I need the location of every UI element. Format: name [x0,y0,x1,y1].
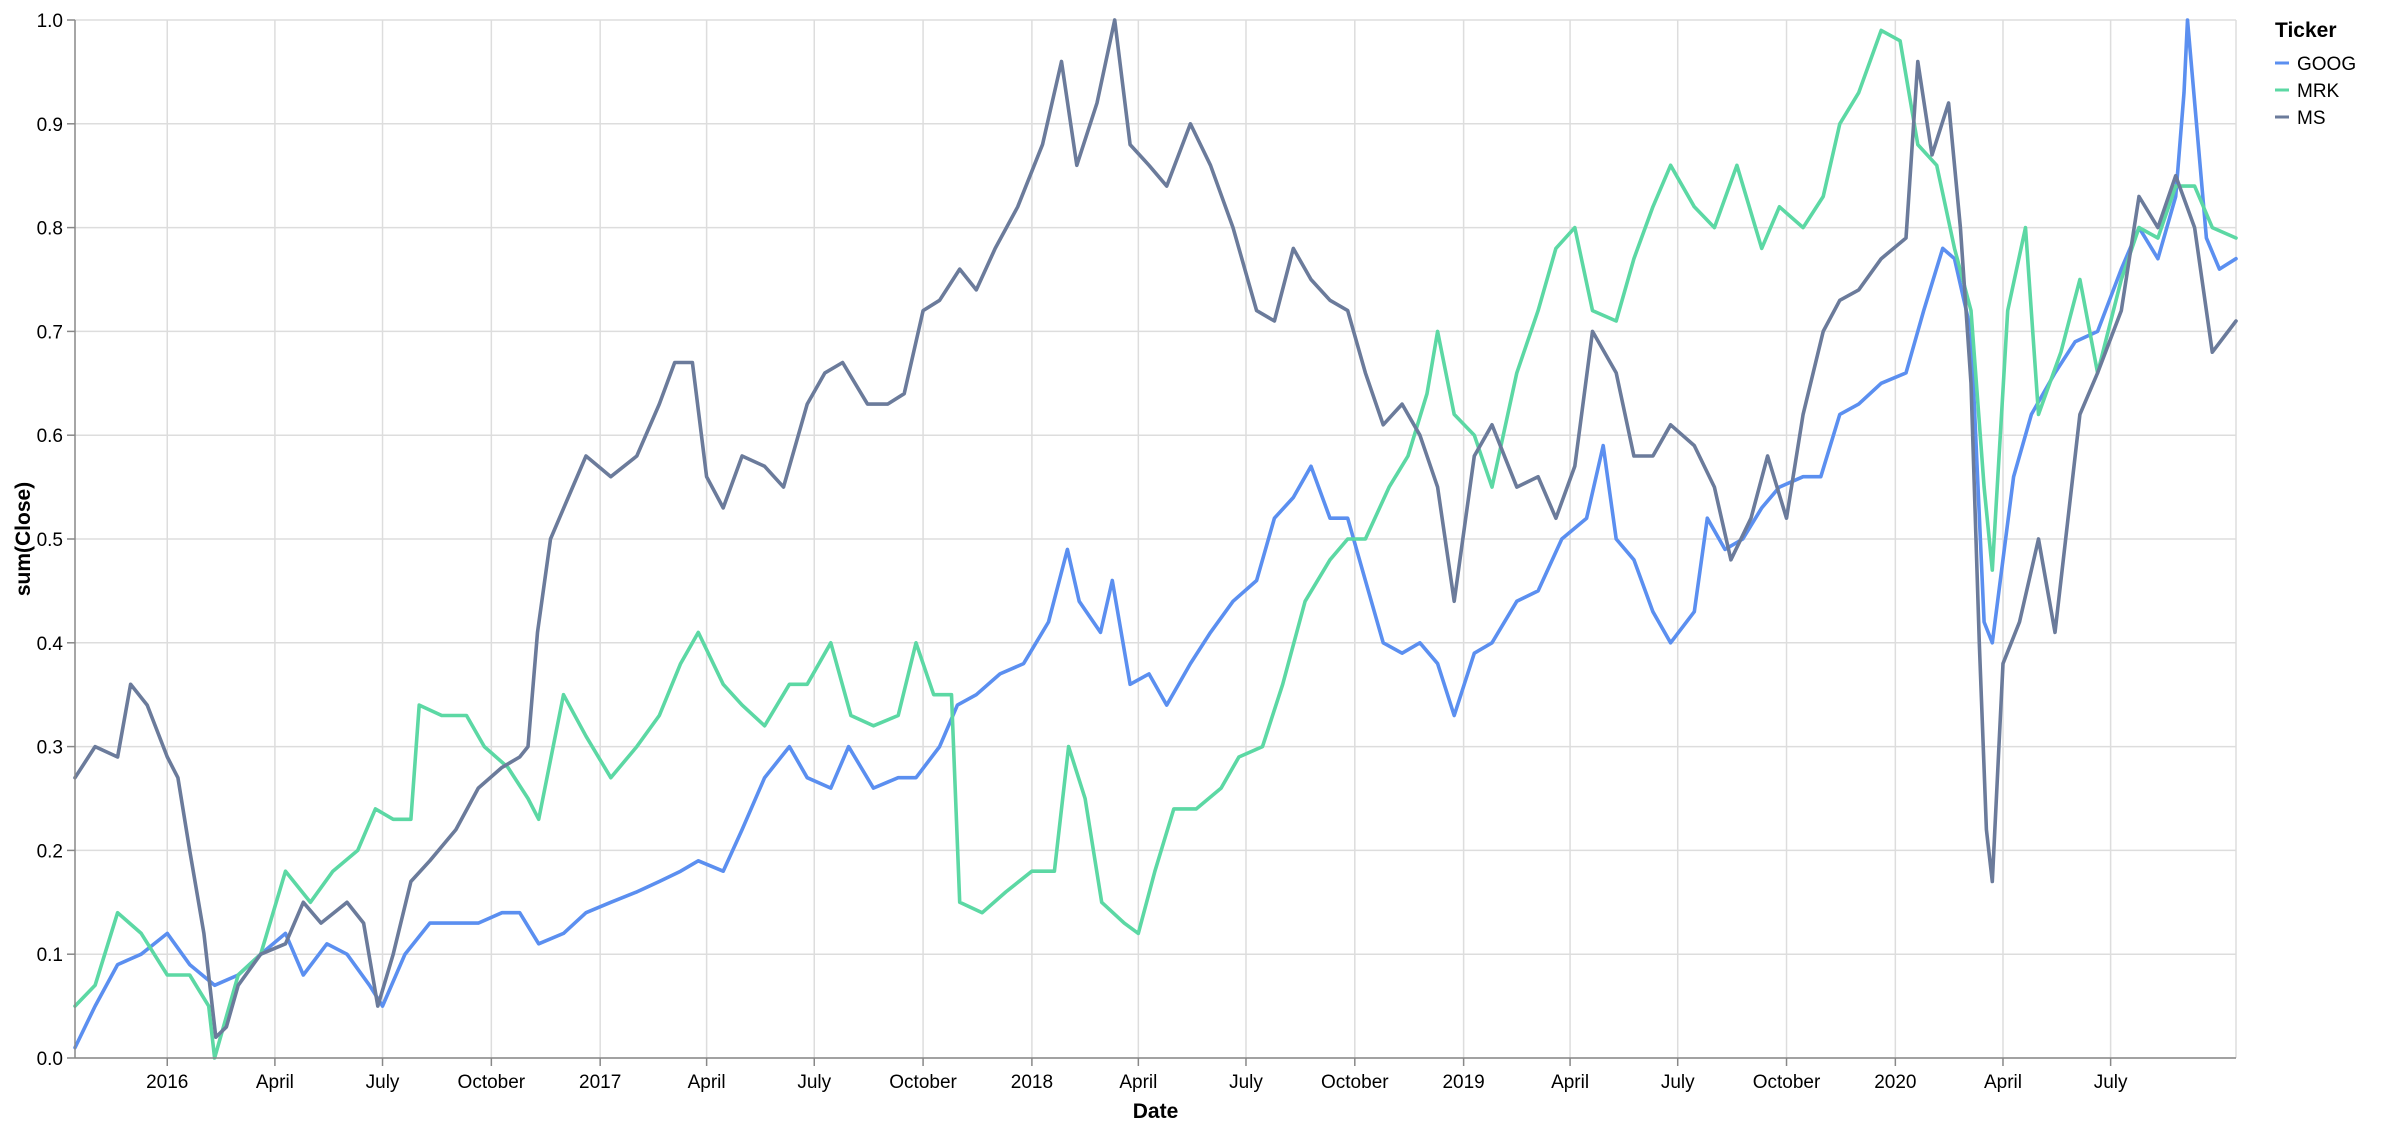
legend-title: Ticker [2275,19,2337,42]
x-tick-label: 2019 [1442,1072,1484,1093]
x-tick-label: July [797,1072,831,1093]
y-tick-label: 0.6 [37,426,63,447]
y-tick-label: 0.0 [37,1049,63,1070]
legend: Ticker GOOG MRK MS [2275,19,2356,129]
x-tick-label: April [1119,1072,1157,1093]
legend-label-goog: GOOG [2297,54,2356,75]
x-tick-label: July [1661,1072,1695,1093]
x-tick-label: October [458,1072,526,1093]
y-tick-label: 1.0 [37,11,63,32]
x-tick-label: April [688,1072,726,1093]
legend-label-mrk: MRK [2297,81,2340,102]
x-tick-label: 2020 [1874,1072,1916,1093]
x-tick-label: 2017 [579,1072,621,1093]
series-lines [73,18,2238,1060]
x-tick-label: July [2094,1072,2128,1093]
x-tick-label: July [1229,1072,1263,1093]
x-tick-label: 2016 [146,1072,188,1093]
y-tick-label: 0.9 [37,115,63,136]
x-tick-label: 2018 [1011,1072,1053,1093]
x-tick-label: April [1984,1072,2022,1093]
y-tick-label: 0.3 [37,738,63,759]
y-axis-ticks: 0.0 0.1 0.2 0.3 0.4 0.5 0.6 0.7 0.8 0.9 1.0 [37,11,75,1070]
x-axis-ticks: 2016 April July October 2017 April July October… [146,1058,2128,1093]
legend-items: GOOG MRK MS [2275,54,2356,129]
series-line-ms [73,18,2238,1039]
x-tick-label: April [1551,1072,1589,1093]
x-tick-label: July [366,1072,400,1093]
series-line-mrk [73,28,2238,1060]
x-tick-label: October [889,1072,957,1093]
y-tick-label: 0.2 [37,841,63,862]
x-tick-label: October [1753,1072,1821,1093]
y-tick-label: 0.5 [37,530,63,551]
legend-label-ms: MS [2297,108,2326,129]
y-tick-label: 0.7 [37,322,63,343]
x-axis-title: Date [1133,1100,1179,1123]
y-tick-label: 0.4 [37,634,64,655]
x-tick-label: October [1321,1072,1389,1093]
x-tick-label: April [256,1072,294,1093]
grid [75,19,2237,1059]
series-line-goog [73,18,2238,1050]
y-tick-label: 0.8 [37,219,63,240]
y-tick-label: 0.1 [37,945,63,966]
y-axis-title: sum(Close) [12,482,35,596]
